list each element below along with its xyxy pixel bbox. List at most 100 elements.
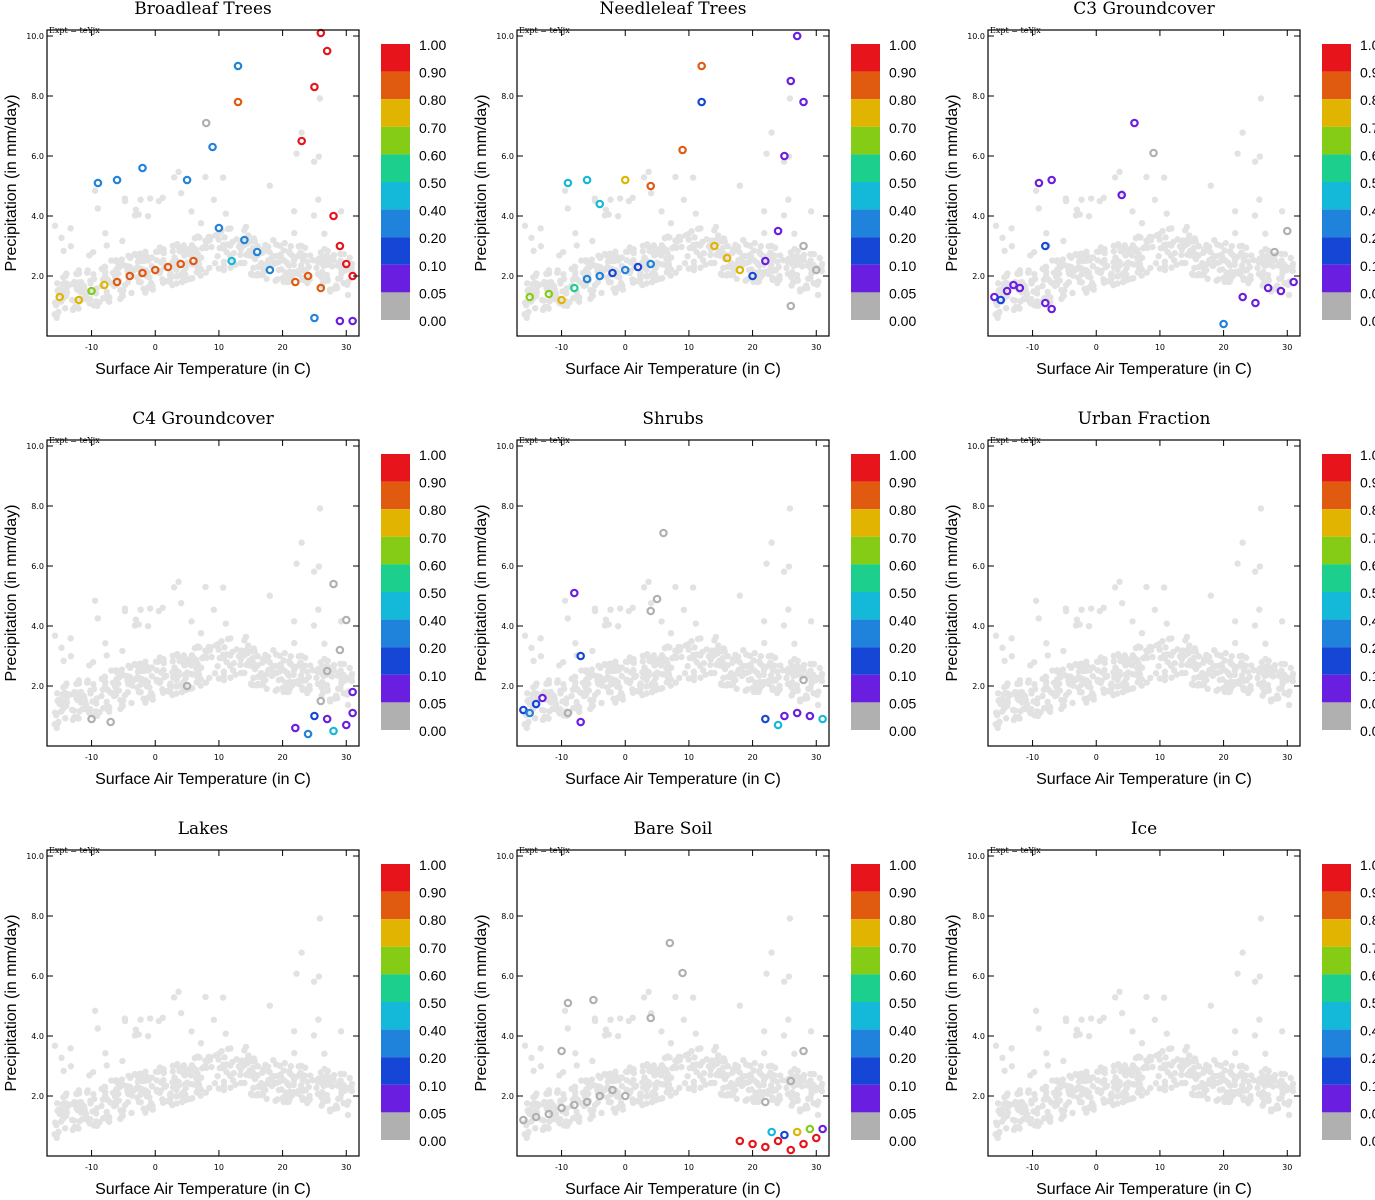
background-point: [117, 1106, 124, 1114]
data-point: [265, 265, 275, 275]
background-point: [631, 673, 638, 681]
background-point: [188, 1062, 196, 1069]
background-point: [992, 632, 1000, 639]
colorbar-label: 0.90: [889, 65, 916, 81]
background-point: [1232, 1049, 1239, 1057]
background-point: [751, 1059, 758, 1067]
background-point: [537, 1045, 544, 1052]
background-point: [91, 597, 99, 604]
background-point: [575, 703, 583, 711]
background-point: [595, 252, 602, 260]
data-point: [646, 181, 656, 191]
x-tick-label: 20: [747, 343, 757, 352]
background-point: [1239, 539, 1246, 546]
background-point: [1052, 273, 1060, 280]
background-point: [664, 660, 671, 667]
data-point: [163, 262, 173, 272]
background-point: [733, 1080, 740, 1088]
background-point: [595, 1072, 602, 1080]
colorbar-swatch: [1322, 71, 1351, 100]
background-point: [1251, 158, 1259, 165]
background-point: [80, 693, 88, 700]
background-point: [639, 281, 646, 289]
background-point: [1256, 563, 1264, 570]
background-point: [90, 1095, 98, 1103]
background-point: [169, 1068, 176, 1075]
background-point: [808, 676, 815, 683]
background-point: [137, 196, 144, 203]
background-point: [568, 692, 575, 700]
background-point: [103, 1062, 110, 1069]
background-point: [1023, 291, 1031, 298]
background-point: [210, 1016, 218, 1023]
background-point: [1225, 684, 1232, 691]
background-point: [746, 258, 753, 265]
background-point: [664, 643, 671, 651]
background-point: [315, 196, 322, 203]
background-point: [1207, 659, 1214, 666]
colorbar-label: 0.20: [1360, 230, 1375, 246]
background-point: [1213, 252, 1220, 260]
background-point: [174, 240, 181, 248]
plot-frame: [516, 29, 830, 337]
background-point: [1002, 715, 1010, 722]
background-point: [575, 708, 583, 715]
background-point: [740, 236, 747, 244]
background-point: [1155, 662, 1162, 670]
background-point: [212, 232, 220, 239]
background-point: [227, 1062, 234, 1069]
background-point: [1060, 647, 1067, 655]
background-point: [610, 679, 618, 687]
background-point: [779, 666, 787, 674]
background-point: [147, 279, 155, 287]
background-point: [1001, 684, 1008, 691]
data-point: [652, 594, 662, 604]
background-point: [146, 274, 153, 281]
background-point: [560, 275, 568, 283]
x-tick-label: 20: [277, 343, 287, 352]
background-point: [1046, 293, 1054, 301]
colorbar-label: 0.10: [1360, 668, 1375, 684]
background-point: [315, 563, 323, 570]
background-point: [718, 238, 725, 245]
background-point: [245, 642, 252, 649]
background-point: [577, 689, 584, 696]
background-point: [310, 158, 318, 165]
background-point: [169, 691, 176, 699]
background-point: [71, 1124, 78, 1132]
background-point: [665, 671, 673, 678]
background-point: [639, 691, 646, 699]
background-point: [307, 1072, 314, 1079]
background-point: [337, 1028, 345, 1035]
background-point: [547, 699, 555, 706]
x-axis-label: Surface Air Temperature (in C): [95, 1181, 311, 1198]
data-point: [1047, 304, 1056, 314]
background-point: [1078, 196, 1085, 203]
background-point: [1081, 269, 1089, 277]
y-tick-label: 6.0: [972, 562, 985, 571]
background-point: [254, 1063, 262, 1070]
background-point: [1190, 1064, 1198, 1072]
background-point: [720, 264, 727, 272]
background-point: [1147, 674, 1154, 682]
background-point: [142, 658, 149, 665]
background-point: [615, 257, 622, 264]
background-point: [676, 264, 683, 272]
background-point: [1059, 256, 1067, 263]
background-point: [1123, 271, 1130, 278]
data-point: [576, 717, 585, 727]
background-point: [155, 1017, 163, 1025]
background-point: [589, 647, 596, 655]
background-point: [1078, 688, 1085, 696]
y-axis-label: Precipitation (in mm/day): [473, 95, 490, 272]
data-point: [316, 696, 326, 706]
background-point: [176, 1067, 183, 1075]
background-point: [729, 656, 737, 663]
background-point: [1032, 187, 1040, 194]
y-tick-label: 4.0: [501, 212, 514, 221]
panel-title: Lakes: [178, 819, 229, 839]
background-point: [1116, 168, 1123, 176]
background-point: [1236, 677, 1244, 684]
colorbar-label: 0.10: [419, 258, 446, 274]
